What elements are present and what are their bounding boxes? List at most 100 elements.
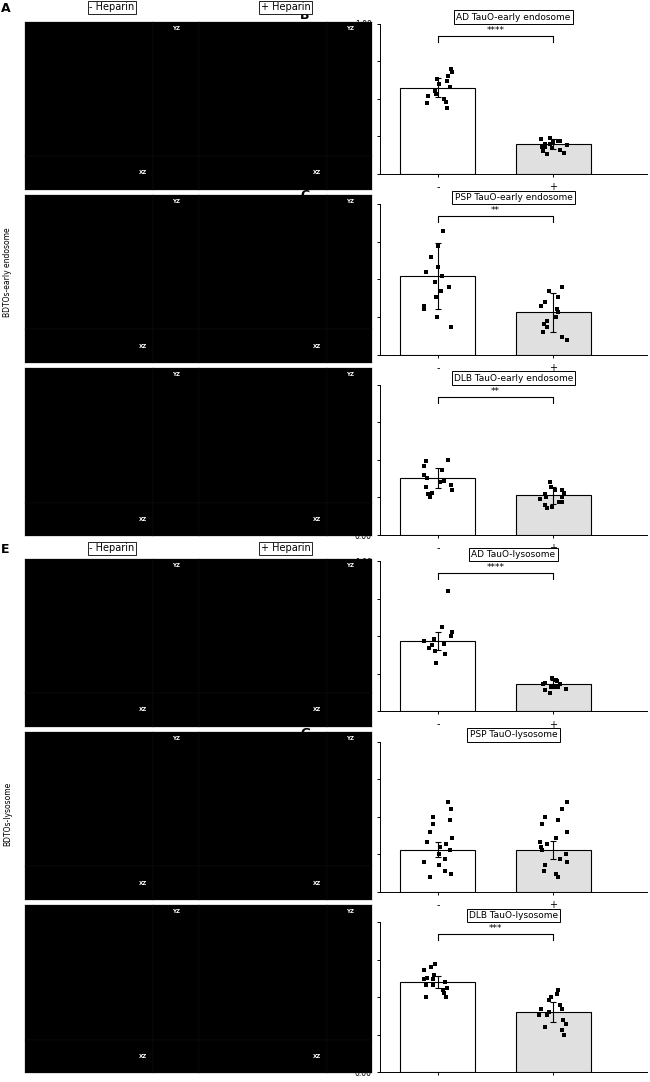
Text: PSP TauO LAMP-2βIII-tubulin: PSP TauO LAMP-2βIII-tubulin <box>16 778 21 855</box>
Point <box>435 474 445 491</box>
Point <box>556 278 567 295</box>
Point <box>555 997 566 1014</box>
Point <box>541 835 552 853</box>
Point <box>422 95 432 113</box>
Text: YZ: YZ <box>346 26 354 30</box>
Text: XZ: XZ <box>313 708 321 712</box>
Point <box>542 319 552 337</box>
Point <box>538 675 549 692</box>
Point <box>536 841 547 858</box>
Text: YZ: YZ <box>346 199 354 204</box>
Point <box>536 131 546 148</box>
Point <box>428 966 439 984</box>
Text: YZ: YZ <box>346 372 354 378</box>
Point <box>432 238 443 255</box>
Title: AD TauO-early endosome: AD TauO-early endosome <box>456 13 571 22</box>
Text: XZ: XZ <box>138 708 147 712</box>
Point <box>426 636 437 654</box>
Text: YZ: YZ <box>172 199 180 204</box>
Point <box>554 675 565 692</box>
Title: DLB TauO-lysosome: DLB TauO-lysosome <box>469 911 558 920</box>
Point <box>432 308 443 326</box>
Point <box>425 959 436 976</box>
Point <box>428 808 438 826</box>
Text: A: A <box>1 2 11 15</box>
Text: YZ: YZ <box>172 26 180 30</box>
Point <box>557 1021 567 1039</box>
Text: PSP TauO  Rab5  βIII-tubulin: PSP TauO Rab5 βIII-tubulin <box>16 241 21 317</box>
Point <box>547 498 557 515</box>
Text: DLB TauO  Rab5  βIII-tubulin: DLB TauO Rab5 βIII-tubulin <box>16 413 21 490</box>
Point <box>553 868 564 885</box>
Point <box>554 493 564 511</box>
Point <box>419 298 430 315</box>
Point <box>445 319 456 337</box>
Point <box>551 866 562 883</box>
Point <box>425 868 436 885</box>
Point <box>447 829 457 846</box>
Point <box>419 853 429 870</box>
Point <box>538 143 549 160</box>
Point <box>442 979 452 997</box>
Point <box>562 853 572 870</box>
Text: C: C <box>300 189 309 202</box>
Point <box>447 481 457 499</box>
Point <box>437 267 447 285</box>
Text: DLB TauO LAMP-2βIII-tubulin: DLB TauO LAMP-2βIII-tubulin <box>16 951 21 1028</box>
Point <box>422 486 433 503</box>
Point <box>440 646 450 663</box>
Point <box>445 841 456 858</box>
Point <box>540 293 550 311</box>
Point <box>557 489 567 506</box>
Text: AD TauO LAMP-2βIII-tubulin: AD TauO LAMP-2βIII-tubulin <box>16 606 21 681</box>
Point <box>439 473 449 490</box>
Point <box>551 671 562 688</box>
Point <box>537 138 547 156</box>
Point <box>552 289 563 306</box>
Point <box>431 85 441 103</box>
Text: ****: **** <box>486 563 504 571</box>
Point <box>551 308 562 326</box>
Point <box>561 845 571 862</box>
Point <box>557 481 567 499</box>
Point <box>436 619 447 636</box>
Bar <box>515 1012 591 1072</box>
Point <box>559 144 569 161</box>
Point <box>552 812 563 829</box>
Point <box>435 839 445 856</box>
Text: YZ: YZ <box>172 910 180 914</box>
Point <box>432 289 442 306</box>
Point <box>428 971 439 988</box>
Bar <box>515 144 591 174</box>
Point <box>422 88 433 105</box>
Text: E: E <box>1 543 10 556</box>
Point <box>545 130 555 147</box>
Text: XZ: XZ <box>313 1054 321 1059</box>
Point <box>556 328 567 345</box>
Point <box>446 61 456 78</box>
Text: XZ: XZ <box>138 517 147 522</box>
Point <box>551 986 562 1003</box>
Point <box>446 866 456 883</box>
Point <box>545 685 555 702</box>
Text: **: ** <box>491 386 500 396</box>
Text: AD TauO  Rab5  βIII-tubulin: AD TauO Rab5 βIII-tubulin <box>16 68 21 143</box>
Point <box>437 462 447 479</box>
Point <box>428 816 439 833</box>
Point <box>547 140 557 157</box>
Title: PSP TauO-lysosome: PSP TauO-lysosome <box>470 730 557 739</box>
Point <box>442 100 452 117</box>
Text: YZ: YZ <box>346 563 354 568</box>
Point <box>560 1016 571 1033</box>
Point <box>443 451 453 469</box>
Point <box>545 474 556 491</box>
Point <box>441 93 452 110</box>
Point <box>443 68 454 85</box>
Text: ***: *** <box>489 924 502 933</box>
Point <box>443 793 453 810</box>
Point <box>424 823 435 841</box>
Point <box>447 623 457 641</box>
Title: PSP TauO-early endosome: PSP TauO-early endosome <box>454 194 573 202</box>
Point <box>562 793 572 810</box>
Point <box>439 635 449 652</box>
